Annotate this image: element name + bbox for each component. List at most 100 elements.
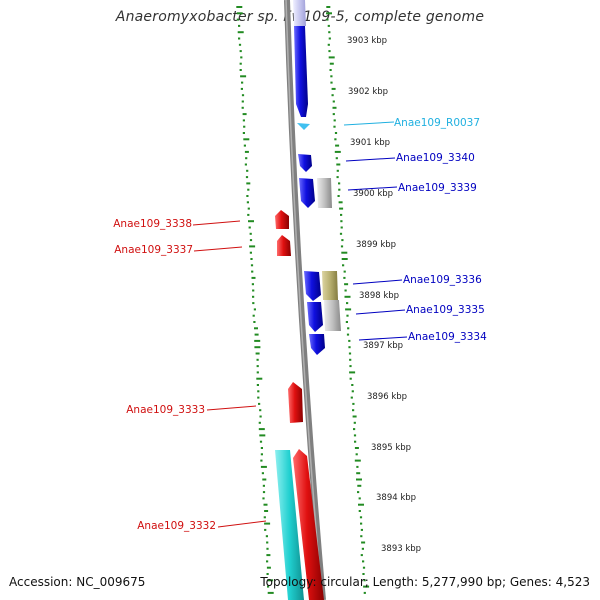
gc-tick [256,377,263,380]
gene-anae109-3340[interactable] [298,154,312,172]
gc-tick [258,402,261,405]
gc-tick [334,150,341,153]
gc-tick [326,6,331,8]
kbp-label: 3902 kbp [348,87,388,97]
gc-tick [356,472,361,475]
kbp-label: 3897 kbp [363,341,403,351]
gc-tick [247,188,250,191]
gc-tick [238,37,241,40]
gc-tick [349,371,356,374]
gc-tick [341,239,344,242]
gc-tick [253,321,256,323]
gc-tick [333,119,336,122]
gc-tick [352,415,357,418]
gc-tick [336,163,341,166]
gc-skew-track-right [326,6,370,594]
gene-anae109-3332[interactable] [293,449,324,600]
gc-tick [330,75,333,78]
gene-label-anae109-3336[interactable]: Anae109_3336 [403,274,482,286]
gc-tick [250,258,253,260]
gc-tick [251,276,256,279]
kbp-label: 3896 kbp [367,392,407,402]
gc-tick [255,352,260,355]
gc-tick [241,81,244,84]
gene-label-anae109-3335[interactable]: Anae109_3335 [406,304,485,316]
gc-tick [337,195,340,197]
gc-tick [340,226,343,229]
gc-tick [248,226,251,229]
gene-block-olive-3336[interactable] [322,271,338,300]
gc-tick [332,113,335,116]
gene-anae109-3333[interactable] [288,382,303,423]
gc-tick [249,245,256,248]
gc-tick [257,396,260,399]
gc-tick [263,503,268,506]
gc-tick [254,327,258,330]
gc-tick [340,213,343,216]
gc-tick [262,478,267,481]
gc-tick [250,264,254,267]
gene-anae109-3338[interactable] [275,210,289,229]
gene-anae109-3335[interactable] [307,302,323,332]
gene-block-grey-3335[interactable] [324,300,341,331]
gc-tick [246,195,249,197]
gc-tick [349,365,352,368]
gene-anae109-r0037[interactable] [297,123,310,130]
gc-tick [338,201,343,204]
gc-tick [353,421,356,424]
gc-tick [351,384,354,386]
gene-label-anae109-3338[interactable]: Anae109_3338 [113,218,192,230]
gc-tick [266,560,269,563]
gc-tick [252,289,255,292]
gc-tick [263,516,266,519]
gc-tick [360,535,363,538]
gc-tick [358,510,361,512]
gc-tick [327,24,330,27]
gc-tick [238,43,242,46]
gene-label-anae109-r0037[interactable]: Anae109_R0037 [394,117,480,129]
leader-line [352,279,403,285]
gc-tick [245,176,249,179]
gc-tick [343,270,346,273]
gc-tick [342,264,345,267]
gc-tick [249,251,252,254]
gene-label-anae109-3332[interactable]: Anae109_3332 [137,520,216,532]
gene-label-anae109-3334[interactable]: Anae109_3334 [408,331,487,343]
gc-tick [362,566,366,569]
gc-tick [332,106,337,109]
gc-tick [267,591,274,594]
gc-tick [256,371,259,374]
leader-line [192,220,241,226]
gc-tick [328,31,331,34]
gene-anae109-3336[interactable] [304,271,321,301]
gene-cyan-band[interactable] [275,450,304,600]
gc-tick [345,308,352,311]
gene-label-anae109-3333[interactable]: Anae109_3333 [126,404,205,416]
gc-tick [335,144,340,147]
gene-forward-top[interactable] [294,26,308,117]
gc-tick [340,245,344,248]
gc-tick [239,69,242,71]
gc-tick [357,484,362,487]
gene-anae109-3334[interactable] [309,334,325,355]
gc-tick [251,283,254,286]
gene-anae109-3339[interactable] [299,178,315,208]
gene-block-grey-3339[interactable] [317,178,332,208]
gene-anae109-3337[interactable] [277,235,291,256]
gc-tick [246,169,249,172]
gc-tick [360,554,363,557]
gc-tick [244,150,249,153]
gc-tick [346,302,349,305]
gc-tick [350,396,353,399]
gene-label-anae109-3339[interactable]: Anae109_3339 [398,182,477,194]
genome-backbone-highlight [285,0,323,600]
kbp-scale: 3903 kbp 3902 kbp 3901 kbp 3900 kbp 3899… [347,36,421,554]
gc-tick [257,390,260,393]
gene-label-anae109-3337[interactable]: Anae109_3337 [114,244,193,256]
gc-tick [327,43,330,46]
gene-label-anae109-3340[interactable]: Anae109_3340 [396,152,475,164]
gc-tick [330,81,333,84]
label-leader-lines [192,121,408,528]
gc-tick [361,547,364,550]
